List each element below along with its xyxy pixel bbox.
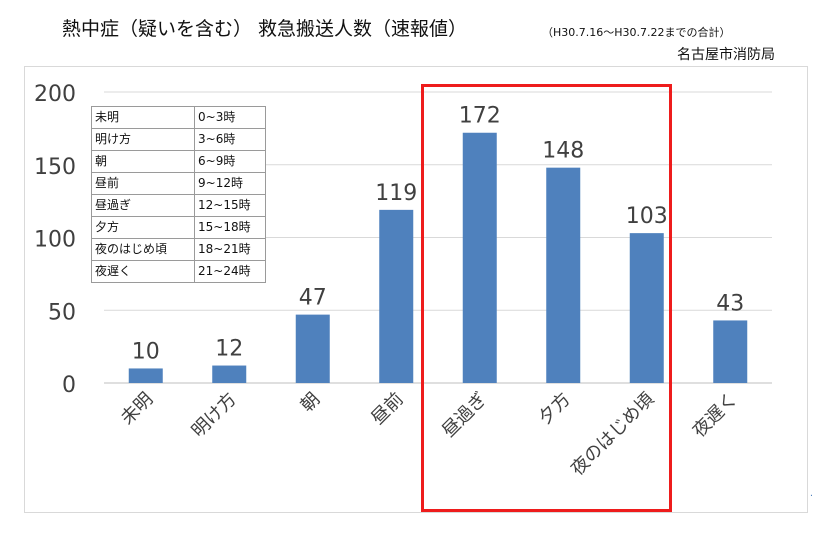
legend-time-range: 15~18時: [194, 216, 266, 239]
source-label: 名古屋市消防局: [677, 47, 775, 63]
bar: [295, 314, 330, 383]
period-note: （H30.7.16～H30.7.22までの合計）: [542, 26, 731, 39]
legend-time-range: 18~21時: [194, 238, 266, 261]
legend-period-name: 夕方: [91, 216, 195, 239]
legend-row: 明け方 3~6時: [91, 128, 266, 151]
legend-time-range: 6~9時: [194, 150, 266, 173]
y-tick-label: 50: [48, 300, 76, 325]
bar: [629, 233, 664, 383]
x-tick-label: 未明: [117, 389, 157, 429]
y-tick-label: 150: [34, 155, 76, 180]
chart-title: 熱中症（疑いを含む） 救急搬送人数（速報値）: [62, 18, 468, 40]
y-tick-label: 200: [34, 82, 76, 107]
y-tick-label: 100: [34, 228, 76, 253]
data-label: 119: [375, 181, 417, 206]
legend-row: 朝 6~9時: [91, 150, 266, 173]
legend-period-name: 昼過ぎ: [91, 194, 195, 217]
x-tick-label: 夜遅く: [689, 389, 742, 442]
bar: [212, 365, 247, 383]
legend-row: 昼過ぎ 12~15時: [91, 194, 266, 217]
x-tick-label: 明け方: [188, 389, 241, 442]
legend-row: 未明 0~3時: [91, 106, 266, 129]
legend-time-range: 12~15時: [194, 194, 266, 217]
legend-period-name: 夜遅く: [91, 260, 195, 283]
data-label: 172: [459, 104, 501, 129]
legend-time-range: 21~24時: [194, 260, 266, 283]
bar: [546, 167, 581, 383]
bar: [379, 209, 414, 383]
data-label: 10: [132, 339, 160, 364]
legend-time-range: 0~3時: [194, 106, 266, 129]
data-label: 103: [626, 204, 668, 229]
legend-period-name: 未明: [91, 106, 195, 129]
x-tick-label: 昼前: [367, 389, 407, 429]
time-range-legend: 未明 0~3時 明け方 3~6時朝 6~9時 昼前 9~12時 昼過ぎ 12~15時 夕方 15~1…: [91, 106, 266, 283]
legend-period-name: 昼前: [91, 172, 195, 195]
legend-period-name: 朝: [91, 150, 195, 173]
bar: [713, 320, 748, 383]
legend-row: 昼前 9~12時: [91, 172, 266, 195]
legend-row: 夕方 15~18時: [91, 216, 266, 239]
x-tick-label: 朝: [297, 389, 325, 417]
legend-row: 夜のはじめ頃 18~21時: [91, 238, 266, 261]
data-label: 148: [542, 139, 584, 164]
legend-time-range: 9~12時: [194, 172, 266, 195]
legend-period-name: 明け方: [91, 128, 195, 151]
edge-mark: .: [809, 488, 813, 499]
y-tick-label: 0: [62, 373, 76, 398]
legend-row: 夜遅く 21~24時: [91, 260, 266, 283]
bar: [128, 368, 163, 383]
bar: [462, 132, 497, 383]
data-label: 12: [215, 337, 243, 362]
data-label: 43: [716, 291, 744, 316]
chart-frame: [24, 66, 808, 513]
legend-period-name: 夜のはじめ頃: [91, 238, 195, 261]
legend-time-range: 3~6時: [194, 128, 266, 151]
data-label: 47: [299, 286, 327, 311]
highlight-box: [421, 84, 672, 512]
